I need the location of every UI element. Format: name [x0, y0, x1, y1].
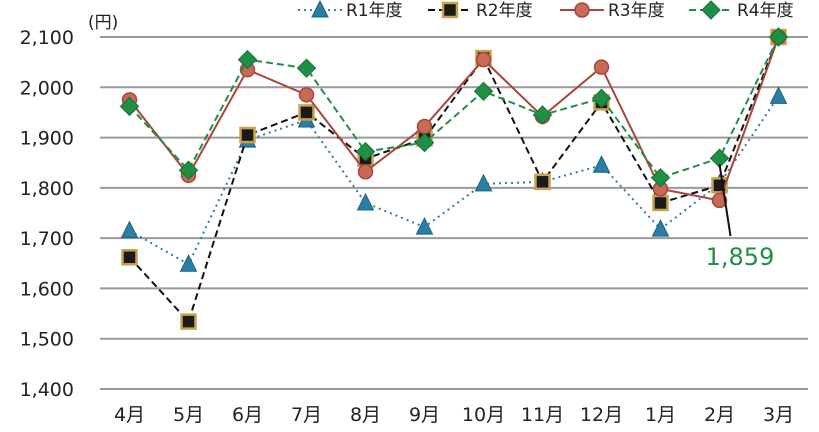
- data-point-r4: [650, 168, 671, 188]
- y-tick-label: 1,700: [20, 228, 74, 250]
- x-tick-label: 3月: [763, 404, 794, 426]
- annotation-callout: 1,859: [706, 164, 775, 271]
- series-line-r3: [128, 36, 780, 202]
- x-tick-label: 1月: [645, 404, 676, 426]
- data-point-r3: [711, 192, 728, 209]
- x-tick-label: 4月: [114, 404, 145, 426]
- series-line-r1: [129, 95, 780, 266]
- y-tick-label: 1,900: [20, 128, 74, 150]
- legend-label-r3: R3年度: [608, 1, 665, 21]
- x-tick-label: 2月: [704, 404, 735, 426]
- legend: R1年度 R2年度 R3年度 R4年度: [298, 0, 794, 21]
- x-tick-label: 12月: [580, 404, 623, 426]
- data-point-r3: [357, 164, 374, 180]
- data-point-r2: [121, 249, 138, 266]
- x-tick-label: 5月: [173, 404, 204, 426]
- series-r4: [119, 27, 789, 188]
- grid-lines: [100, 36, 808, 390]
- y-axis-ticks: 1,400 1,500 1,600 1,700 1,800 1,900 2,000 2,100: [20, 27, 74, 401]
- data-point-r1: [356, 192, 375, 211]
- x-tick-label: 6月: [232, 404, 263, 426]
- data-point-r4: [355, 141, 376, 162]
- data-point-r1: [651, 218, 670, 237]
- x-tick-label: 11月: [521, 404, 564, 426]
- data-point-r2: [239, 126, 256, 144]
- y-axis-unit-label: (円): [88, 13, 118, 33]
- y-tick-label: 1,400: [20, 379, 74, 401]
- data-point-r2: [534, 173, 551, 191]
- series-group: [119, 27, 789, 330]
- series-line-r4: [128, 36, 780, 179]
- legend-item-r3: R3年度: [560, 1, 665, 21]
- x-tick-label: 7月: [291, 404, 322, 426]
- data-point-r2: [298, 104, 315, 121]
- data-point-r1: [769, 86, 788, 104]
- data-point-r4: [591, 88, 612, 109]
- data-point-r3: [475, 51, 492, 68]
- data-point-r3: [298, 87, 315, 103]
- data-point-r2: [180, 313, 197, 330]
- data-point-r1: [474, 173, 493, 192]
- data-point-r1: [179, 254, 198, 272]
- data-point-r4: [237, 49, 258, 70]
- y-tick-label: 1,500: [20, 329, 74, 351]
- y-tick-label: 2,000: [20, 77, 74, 99]
- data-point-r1: [415, 216, 434, 235]
- legend-marker-r2: [441, 1, 459, 19]
- data-point-r4: [532, 105, 553, 125]
- series-line-r2: [128, 36, 780, 324]
- callout-leader-line: [718, 164, 732, 237]
- x-axis-ticks: 4月 5月 6月 7月 8月 9月 10月 11月 12月 1月 2月 3月: [114, 404, 794, 426]
- data-point-r4: [178, 160, 199, 180]
- legend-item-r2: R2年度: [428, 1, 533, 21]
- legend-item-r1: R1年度: [298, 0, 403, 21]
- legend-label-r1: R1年度: [346, 1, 403, 21]
- x-tick-label: 10月: [462, 404, 505, 426]
- data-point-r4: [296, 58, 317, 78]
- x-tick-label: 9月: [409, 404, 440, 426]
- legend-item-r4: R4年度: [689, 0, 794, 21]
- series-r3: [121, 29, 787, 209]
- data-point-r4: [414, 132, 435, 153]
- legend-marker-r1: [311, 0, 329, 18]
- callout-value-label: 1,859: [706, 243, 775, 271]
- legend-marker-r4: [701, 0, 721, 20]
- y-tick-label: 2,100: [20, 27, 74, 49]
- legend-label-r2: R2年度: [476, 1, 533, 21]
- data-point-r4: [473, 81, 494, 102]
- data-point-r2: [652, 194, 669, 212]
- data-point-r4: [119, 96, 140, 117]
- data-point-r4: [768, 27, 789, 47]
- legend-marker-r3: [574, 2, 590, 18]
- data-point-r1: [120, 220, 139, 239]
- data-point-r3: [593, 59, 610, 75]
- legend-label-r4: R4年度: [737, 1, 794, 21]
- y-tick-label: 1,600: [20, 278, 74, 300]
- series-r2: [121, 28, 787, 330]
- x-tick-label: 8月: [350, 404, 381, 426]
- data-point-r3: [416, 118, 433, 135]
- data-point-r1: [592, 155, 611, 173]
- y-tick-label: 1,800: [20, 178, 74, 200]
